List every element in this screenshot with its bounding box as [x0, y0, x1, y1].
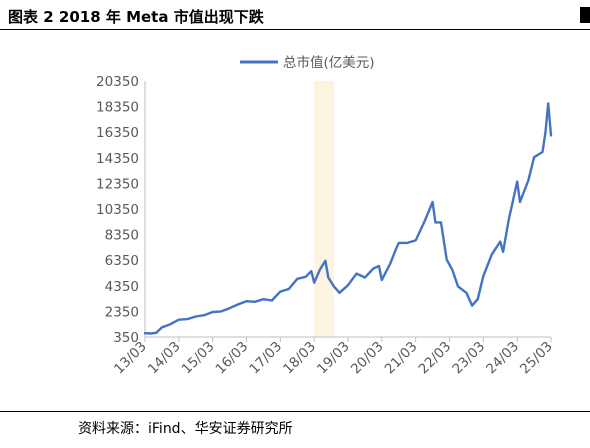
y-tick-label: 14350: [96, 151, 139, 167]
y-tick-label: 8350: [105, 228, 139, 244]
x-tick-label: 15/03: [179, 339, 218, 378]
y-tick-label: 6350: [105, 253, 139, 269]
page-edge-marker: [580, 7, 590, 23]
x-tick-label: 25/03: [517, 339, 556, 378]
x-tick-label: 22/03: [416, 339, 455, 378]
y-tick-label: 12350: [96, 176, 139, 192]
source-note: 资料来源：iFind、华安证券研究所: [78, 421, 293, 437]
y-tick-label: 2350: [105, 304, 139, 320]
y-tick-label: 4350: [105, 279, 139, 295]
x-tick-label: 14/03: [145, 339, 184, 378]
y-tick-label: 20350: [96, 74, 139, 90]
x-tick-label: 23/03: [449, 339, 488, 378]
market-cap-line-chart: 350 2350 4350 6350 8350 10350 12350 14350 16350 1…: [96, 54, 556, 378]
figure-title: 图表 2 2018 年 Meta 市值出现下跌: [8, 8, 264, 26]
bottom-rule: [0, 411, 590, 412]
legend-label: 总市值(亿美元): [283, 54, 375, 71]
highlight-band: [314, 81, 334, 337]
x-tick-label: 20/03: [348, 339, 387, 378]
series-line: [143, 102, 553, 335]
top-rule: [0, 29, 590, 30]
y-tick-label: 16350: [96, 125, 139, 141]
y-tick-label: 10350: [96, 202, 139, 218]
x-tick-label: 19/03: [314, 339, 353, 378]
x-tick-label: 24/03: [483, 339, 522, 378]
y-tick-label: 18350: [96, 100, 139, 116]
x-tick-label: 18/03: [280, 339, 319, 378]
x-tick-label: 21/03: [382, 339, 421, 378]
y-tick-label: 350: [113, 330, 139, 346]
x-tick-label: 16/03: [213, 339, 252, 378]
x-tick-label: 17/03: [246, 339, 285, 378]
